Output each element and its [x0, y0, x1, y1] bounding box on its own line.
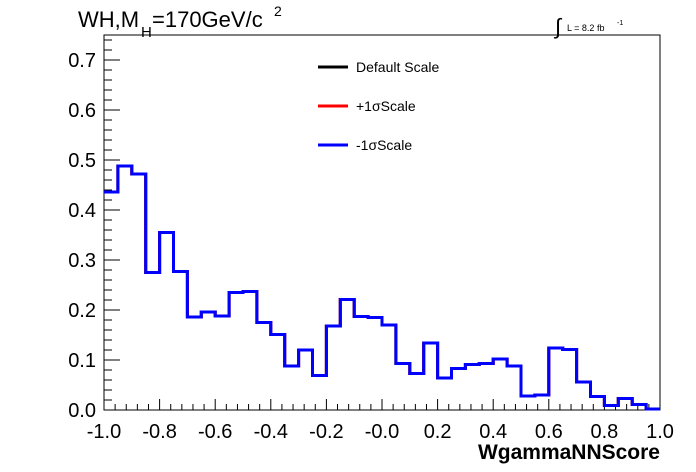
- title-superscript: 2: [274, 3, 282, 19]
- x-tick-label: 1.0: [646, 421, 674, 443]
- x-tick-label: 0.8: [590, 421, 618, 443]
- y-tick-label: 0.1: [68, 350, 96, 372]
- integral-symbol: ∫: [553, 14, 563, 39]
- legend: Default Scale +1σScale -1σScale: [318, 59, 439, 153]
- plot-title: WH,M H =170GeV/c 2: [78, 3, 282, 41]
- axis-ticks: [103, 39, 661, 411]
- y-tick-label: 0.0: [68, 400, 96, 422]
- x-tick-labels: -1.0 -0.8 -0.6 -0.4 -0.2 -0.0 0.2 0.4 0.6 0.8 1.0: [87, 421, 674, 443]
- histogram-line: [104, 164, 660, 411]
- x-tick-label: -0.4: [254, 421, 288, 443]
- x-tick-label: -0.6: [198, 421, 232, 443]
- y-tick-label: 0.6: [68, 100, 96, 122]
- legend-label: Default Scale: [356, 59, 439, 75]
- title-subscript: H: [141, 24, 152, 41]
- y-tick-label: 0.3: [68, 250, 96, 272]
- x-tick-label: 0.4: [479, 421, 507, 443]
- title-main: WH,M: [78, 7, 139, 32]
- histogram-series: [104, 164, 660, 411]
- lumi-text: L = 8.2 fb: [567, 23, 604, 33]
- legend-label: -1σScale: [356, 137, 412, 153]
- x-tick-label: 0.6: [535, 421, 563, 443]
- y-tick-label: 0.4: [68, 200, 96, 222]
- legend-label: +1σScale: [356, 98, 416, 114]
- title-rest: =170GeV/c: [152, 7, 263, 32]
- x-tick-label: -1.0: [87, 421, 121, 443]
- lumi-superscript: -1: [617, 20, 623, 27]
- x-tick-label: -0.0: [365, 421, 399, 443]
- x-tick-label: 0.2: [424, 421, 452, 443]
- lumi-label: ∫ L = 8.2 fb -1: [553, 14, 623, 39]
- x-tick-label: -0.8: [142, 421, 176, 443]
- y-tick-label: 0.2: [68, 300, 96, 322]
- x-axis-label: WgammaNNScore: [478, 441, 660, 464]
- x-tick-label: -0.2: [309, 421, 343, 443]
- y-tick-label: 0.5: [68, 150, 96, 172]
- y-tick-labels: 0.0 0.1 0.2 0.3 0.4 0.5 0.6 0.7: [68, 50, 96, 422]
- y-tick-label: 0.7: [68, 50, 96, 72]
